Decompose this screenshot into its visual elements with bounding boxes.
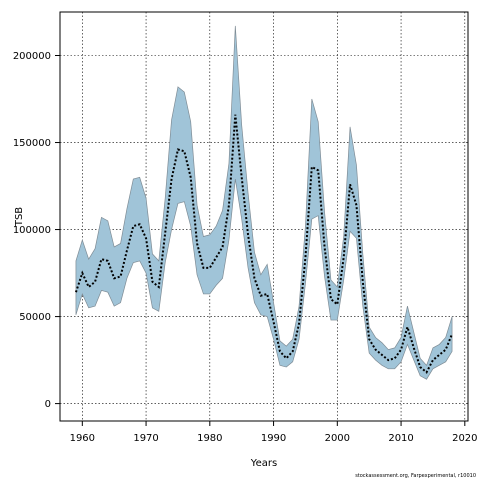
confidence-band: [75, 25, 453, 380]
x-tick-label: 1960: [70, 433, 95, 444]
x-axis-ticks: 1960 1970 1980 1990 2000 2010 2020: [70, 421, 478, 444]
tsb-estimate-line: [74, 114, 453, 374]
grid-lines: [60, 12, 468, 421]
y-tick-label: 100000: [13, 225, 51, 236]
y-axis-label: TSB: [14, 207, 25, 227]
x-tick-label: 1980: [197, 433, 222, 444]
x-tick-label: 2000: [325, 433, 350, 444]
footer-credit: stockassessment.org, Farpexperimental, r…: [355, 473, 476, 479]
y-axis-ticks: 0 50000 100000 150000 200000: [13, 51, 60, 410]
y-tick-label: 200000: [13, 51, 51, 62]
y-tick-label: 150000: [13, 138, 51, 149]
y-tick-label: 50000: [19, 312, 51, 323]
x-tick-label: 1970: [133, 433, 158, 444]
x-tick-label: 2010: [388, 433, 413, 444]
y-tick-label: 0: [45, 399, 51, 410]
plot-frame: [59, 11, 469, 422]
x-tick-label: 1990: [261, 433, 286, 444]
x-axis-label: Years: [250, 458, 277, 469]
x-tick-label: 2020: [452, 433, 477, 444]
